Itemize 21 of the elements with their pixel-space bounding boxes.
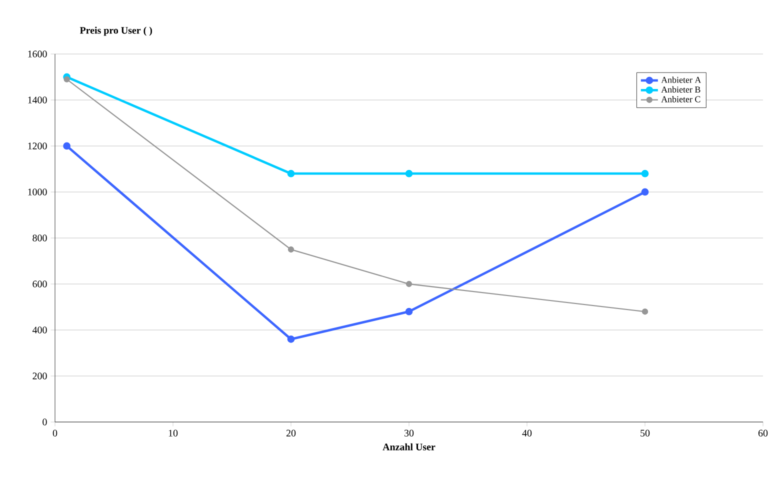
x-tick-label: 30	[404, 430, 414, 436]
y-tick-label: 400	[32, 326, 47, 334]
y-tick-label: 600	[32, 280, 47, 288]
x-tick-label: 0	[52, 430, 58, 436]
y-tick-label: 1400	[28, 96, 47, 104]
x-tick-label: 10	[168, 430, 178, 436]
legend-label: Anbieter A	[661, 76, 702, 83]
legend-label: Anbieter C	[661, 96, 700, 102]
y-tick-label: 800	[32, 234, 47, 242]
legend-label: Anbieter B	[661, 86, 700, 93]
x-tick-label: 60	[758, 430, 768, 436]
y-tick-label: 1200	[28, 142, 47, 150]
y-axis-title: Preis pro User ( )	[80, 26, 152, 36]
x-tick-label: 40	[522, 430, 532, 436]
x-axis-title: Anzahl User	[382, 443, 436, 450]
y-tick-label: 0	[42, 418, 47, 426]
y-tick-label: 1600	[28, 50, 47, 58]
x-tick-label: 50	[640, 430, 650, 436]
y-tick-label: 200	[32, 372, 47, 380]
x-tick-label: 20	[286, 430, 296, 436]
y-tick-label: 1000	[28, 188, 47, 196]
